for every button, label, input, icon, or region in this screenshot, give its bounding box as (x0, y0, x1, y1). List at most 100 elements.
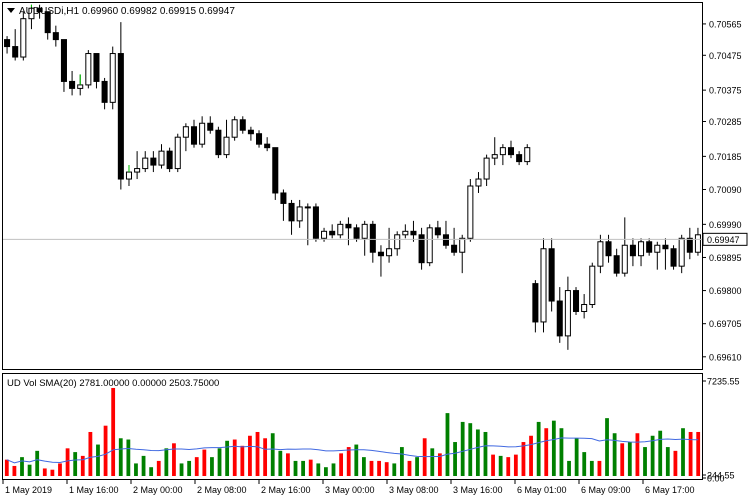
candle-body (605, 241, 612, 257)
volume-bar (513, 454, 518, 476)
volume-bar (415, 457, 419, 476)
candle-body (223, 136, 230, 156)
candle-body (247, 129, 254, 135)
candle (442, 220, 449, 249)
volume-bar (156, 460, 161, 476)
candle-body (369, 223, 376, 253)
time-tick-label: 6 May 17:00 (645, 485, 695, 495)
candle-body (686, 237, 693, 253)
volume-bar (597, 460, 602, 476)
candle-body (524, 147, 531, 163)
price-tick-label: 0.70185 (709, 152, 742, 162)
volume-bar (202, 449, 207, 476)
volume-bar (574, 438, 579, 476)
volume-bar (194, 457, 199, 476)
candle (459, 234, 466, 274)
candle-body (345, 223, 352, 229)
candle (215, 126, 222, 159)
candle-body (134, 168, 141, 173)
candle-body (207, 122, 214, 131)
candle-body (540, 248, 547, 323)
candle (377, 245, 384, 277)
candle (394, 231, 401, 256)
price-panel[interactable] (2, 2, 703, 370)
candle (312, 203, 319, 242)
candle-body (581, 304, 588, 312)
candle (629, 238, 636, 267)
candle-body (516, 154, 523, 163)
candle-body (621, 244, 628, 274)
candle-body (256, 133, 263, 145)
volume-tick-label: 7235.55 (707, 377, 740, 387)
dropdown-triangle-icon[interactable] (7, 8, 15, 13)
candle-body (418, 234, 425, 264)
volume-bar (270, 433, 275, 476)
candle (467, 179, 474, 242)
volume-bar (361, 457, 366, 476)
candle (434, 220, 441, 239)
price-tick-label: 0.69705 (709, 319, 742, 329)
candle-body (467, 185, 474, 239)
volume-bar (483, 431, 488, 476)
candle-body (670, 248, 677, 267)
volume-bar (354, 444, 359, 476)
candle (556, 287, 563, 343)
volume-bar (210, 457, 214, 476)
candle-body (402, 230, 409, 236)
volume-tick-label: 0.00 (707, 474, 725, 484)
candles-layer (4, 4, 701, 350)
candle (402, 224, 409, 239)
time-tick-label: 3 May 16:00 (453, 485, 503, 495)
candle (134, 151, 141, 180)
candle (662, 238, 669, 270)
volume-bar (392, 463, 397, 476)
volume-bar (88, 431, 93, 476)
volume-panel[interactable] (2, 373, 703, 480)
candle-body (109, 53, 116, 103)
volume-bar (430, 448, 435, 476)
price-tick-label: 0.69610 (709, 352, 742, 362)
time-tick-label: 1 May 2019 (5, 485, 52, 495)
candle (190, 119, 198, 148)
volume-bar (445, 413, 450, 476)
volume-bar (620, 443, 625, 476)
candle (166, 147, 173, 173)
candle-body (410, 230, 417, 236)
candle-body (483, 157, 490, 180)
volume-bar (58, 463, 62, 476)
candle (288, 199, 295, 235)
volume-bar (665, 447, 670, 476)
candle-body (288, 202, 295, 222)
candle (654, 241, 661, 270)
volume-tick-label: 244.55 (707, 471, 735, 481)
volume-bar (658, 430, 663, 476)
candle (85, 50, 92, 89)
candle-body (215, 129, 222, 156)
candle (540, 238, 547, 333)
price-tick-label: 0.70090 (709, 185, 742, 195)
volume-bar (172, 443, 176, 476)
price-tick-label: 0.70475 (709, 51, 742, 61)
candle (410, 220, 417, 242)
candle (223, 119, 230, 159)
volume-bar (346, 447, 351, 476)
volume-bar (179, 463, 184, 476)
candle-body (532, 283, 539, 323)
candle-body (646, 241, 653, 253)
volume-bar (164, 448, 169, 476)
time-tick-label: 2 May 00:00 (133, 485, 183, 495)
candle-body (117, 53, 124, 180)
candle-body (451, 244, 458, 253)
symbol-label: AUDUSDi,H1 (19, 6, 79, 17)
volume-bar (96, 444, 100, 476)
volume-bar (536, 421, 541, 476)
volume-bar (688, 431, 693, 476)
candle (69, 70, 76, 96)
candle-body (296, 206, 303, 222)
candle (296, 199, 303, 228)
candle (491, 137, 498, 166)
candle (670, 245, 677, 270)
volume-sma-line (6, 437, 699, 464)
candle (426, 224, 433, 267)
candle-body (158, 150, 165, 166)
